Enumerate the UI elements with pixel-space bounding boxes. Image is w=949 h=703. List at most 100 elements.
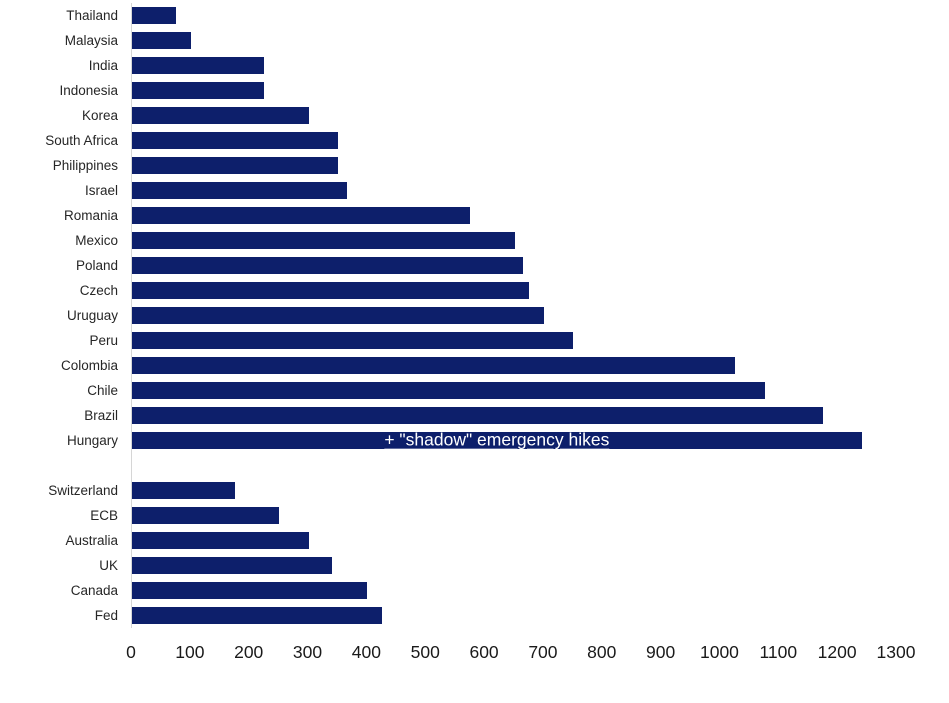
bar-row: UK [0,553,949,578]
x-axis: 0 100 200 300 400 500 600 700 800 900 1000 1100 1200… [126,642,915,676]
category-label: Thailand [66,8,118,23]
x-tick-label: 400 [351,642,381,662]
bar-row: Thailand [0,3,949,28]
bar: + "shadow" emergency hikes [132,429,862,450]
bar-row: India [0,53,949,78]
category-label: Australia [65,533,118,548]
bar-row: Uruguay [0,303,949,328]
x-tick-label: 1300 [876,642,916,662]
x-tick-label: 900 [646,642,676,662]
x-tick-label: 700 [528,642,558,662]
bar [132,282,530,299]
bar [132,307,544,324]
bar [132,582,368,599]
category-label: Poland [75,258,118,273]
bar-track [131,53,897,78]
bar-track [131,303,897,328]
bar [132,532,309,549]
bar-row: ECB [0,503,949,528]
bar [132,507,280,524]
x-tick-label: 800 [587,642,617,662]
x-tick-label: 100 [175,642,205,662]
bar-row: South Africa [0,128,949,153]
bar [132,407,824,424]
bar-track [131,153,897,178]
bar-annotation: + "shadow" emergency hikes [384,429,610,450]
x-tick-label: 0 [126,642,136,662]
bar-track [131,3,897,28]
bar-row: Australia [0,528,949,553]
bar-row: Chile [0,378,949,403]
x-tick-label: 200 [234,642,264,662]
category-label: Colombia [60,358,118,373]
category-label: Uruguay [66,308,118,323]
bar-track [131,253,897,278]
bar-track [131,203,897,228]
category-label: Malaysia [64,33,118,48]
category-label: Indonesia [59,83,118,98]
bar-track [131,128,897,153]
bar-track [131,478,897,503]
category-label: ECB [90,508,118,523]
x-tick-label: 1000 [699,642,739,662]
category-label: Philippines [52,158,118,173]
bar-track [131,28,897,53]
bar-track [131,553,897,578]
bar [132,82,265,99]
bar [132,182,347,199]
bar-row: Peru [0,328,949,353]
bar-row: Israel [0,178,949,203]
category-label: Hungary [66,433,118,448]
bar-track [131,328,897,353]
bar [132,557,333,574]
bar-row: Poland [0,253,949,278]
bar-track [131,578,897,603]
category-label: Korea [81,108,118,123]
bar [132,382,765,399]
bar-row: Colombia [0,353,949,378]
category-label: Chile [87,383,118,398]
bar-row: Romania [0,203,949,228]
bar [132,607,383,624]
bar-row: Czech [0,278,949,303]
bar-row: Fed [0,603,949,628]
bar [132,32,191,49]
bar-track [131,378,897,403]
bar-track: + "shadow" emergency hikes [131,428,897,453]
bar [132,232,515,249]
category-label: Canada [70,583,118,598]
bar-rows: Thailand Malaysia India Indonesia Korea South… [0,3,949,628]
bar-row: Korea [0,103,949,128]
bar-row: Malaysia [0,28,949,53]
x-tick-label: 300 [292,642,323,662]
bar [132,482,235,499]
bar [132,57,265,74]
x-tick-label: 500 [410,642,440,662]
bar [132,257,524,274]
x-tick-label: 1100 [759,642,798,662]
bar-row: Switzerland [0,478,949,503]
bar [132,107,309,124]
bar-track [131,78,897,103]
bar [132,207,471,224]
category-label: Peru [89,333,118,348]
bar-row: Canada [0,578,949,603]
bar-row: Hungary + "shadow" emergency hikes [0,428,949,453]
category-label: Romania [63,208,118,223]
bar-track [131,228,897,253]
bar-track [131,278,897,303]
x-tick-label: 600 [469,642,499,662]
bar-track [131,353,897,378]
category-label: Mexico [75,233,118,248]
category-label: South Africa [45,133,118,148]
bar-row: Mexico [0,228,949,253]
category-label: Fed [94,608,118,623]
category-label: Czech [79,283,118,298]
category-label: Israel [84,183,118,198]
bar [132,157,338,174]
bar-row: Philippines [0,153,949,178]
category-label: India [88,58,118,73]
bar [132,132,338,149]
bar [132,332,574,349]
